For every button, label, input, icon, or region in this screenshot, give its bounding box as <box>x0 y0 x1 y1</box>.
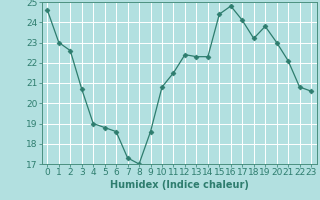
X-axis label: Humidex (Indice chaleur): Humidex (Indice chaleur) <box>110 180 249 190</box>
